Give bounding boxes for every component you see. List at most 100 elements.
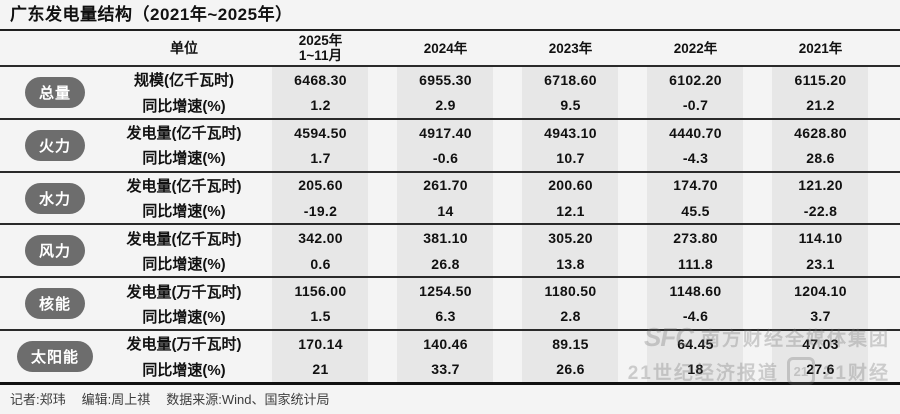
growth-2025: 0.6 <box>310 255 331 272</box>
growth-2023: 9.5 <box>560 97 581 114</box>
value-2023: 4943.10 <box>544 124 597 141</box>
growth-2024: 26.8 <box>431 255 460 272</box>
table-bottom-rule <box>0 382 900 385</box>
metric-label: 发电量(亿千瓦时) <box>126 230 242 248</box>
value-2023: 6718.60 <box>544 71 597 88</box>
value-2022: 1148.60 <box>669 283 722 300</box>
growth-2023: 13.8 <box>556 255 585 272</box>
growth-label: 同比增速(%) <box>142 97 226 115</box>
growth-2023: 26.6 <box>556 361 585 378</box>
footer-editor: 编辑:周上祺 <box>81 391 151 407</box>
table-header-row: 单位 2025年 1~11月 2024年 2023年 2022年 2021年 <box>0 31 900 67</box>
value-2021: 4628.80 <box>794 124 847 141</box>
footer-reporter: 记者:郑玮 <box>10 391 66 407</box>
value-2024: 261.70 <box>423 177 468 194</box>
growth-2021: 28.6 <box>806 149 835 166</box>
table-group-solar: 太阳能 发电量(万千瓦时) 170.14 140.46 89.15 64.45 … <box>0 329 900 382</box>
value-2023: 89.15 <box>552 335 589 352</box>
badge-cell: 太阳能 <box>0 331 110 382</box>
value-2025: 170.14 <box>298 335 343 352</box>
growth-label: 同比增速(%) <box>142 150 226 168</box>
category-badge-thermal: 火力 <box>24 129 85 161</box>
value-2025: 1156.00 <box>294 283 347 300</box>
value-2021: 6115.20 <box>794 71 847 88</box>
growth-2021: 21.2 <box>806 97 835 114</box>
metric-row: 规模(亿千瓦时) 6468.30 6955.30 6718.60 6102.20… <box>110 67 900 92</box>
badge-cell: 火力 <box>0 120 110 171</box>
growth-2024: -0.6 <box>432 149 459 166</box>
category-badge-solar: 太阳能 <box>16 341 93 373</box>
growth-row: 同比增速(%) 21 33.7 26.6 18 27.6 <box>110 357 900 382</box>
metric-row: 发电量(亿千瓦时) 205.60 261.70 200.60 174.70 12… <box>110 173 900 198</box>
year-header-2022: 2022年 <box>673 40 718 56</box>
table-group-nuclear: 核能 发电量(万千瓦时) 1156.00 1254.50 1180.50 114… <box>0 276 900 329</box>
value-2025: 205.60 <box>298 177 343 194</box>
category-badge-hydro: 水力 <box>24 182 85 214</box>
category-badge-total: 总量 <box>24 76 85 108</box>
growth-2023: 12.1 <box>556 202 585 219</box>
value-2024: 4917.40 <box>419 124 472 141</box>
value-2025: 6468.30 <box>294 71 347 88</box>
growth-2021: 3.7 <box>810 308 831 325</box>
badge-cell: 核能 <box>0 278 110 329</box>
value-2022: 273.80 <box>673 230 718 247</box>
metric-label: 发电量(万千瓦时) <box>126 283 242 301</box>
value-2025: 4594.50 <box>294 124 347 141</box>
growth-row: 同比增速(%) 0.6 26.8 13.8 111.8 23.1 <box>110 251 900 276</box>
category-badge-wind: 风力 <box>24 235 85 267</box>
growth-2022: 45.5 <box>681 202 710 219</box>
badge-cell: 总量 <box>0 67 110 118</box>
growth-2024: 2.9 <box>435 97 456 114</box>
growth-label: 同比增速(%) <box>142 308 226 326</box>
growth-2024: 6.3 <box>435 308 456 325</box>
growth-2023: 10.7 <box>556 149 585 166</box>
growth-2022: -4.6 <box>682 308 709 325</box>
growth-row: 同比增速(%) 1.7 -0.6 10.7 -4.3 28.6 <box>110 145 900 170</box>
value-2024: 381.10 <box>423 230 468 247</box>
badge-cell: 水力 <box>0 173 110 224</box>
unit-header: 单位 <box>170 40 198 56</box>
value-2023: 200.60 <box>548 177 593 194</box>
growth-2021: 27.6 <box>806 361 835 378</box>
growth-2025: -19.2 <box>303 202 338 219</box>
table-group-wind: 风力 发电量(亿千瓦时) 342.00 381.10 305.20 273.80… <box>0 223 900 276</box>
growth-row: 同比增速(%) 1.5 6.3 2.8 -4.6 3.7 <box>110 304 900 329</box>
value-2021: 47.03 <box>802 335 839 352</box>
table-group-thermal: 火力 发电量(亿千瓦时) 4594.50 4917.40 4943.10 444… <box>0 117 900 171</box>
growth-label: 同比增速(%) <box>142 203 226 221</box>
category-badge-nuclear: 核能 <box>24 288 85 320</box>
footer-source: 数据来源:Wind、国家统计局 <box>166 391 330 407</box>
growth-2024: 14 <box>437 202 454 219</box>
metric-row: 发电量(亿千瓦时) 4594.50 4917.40 4943.10 4440.7… <box>110 120 900 145</box>
metric-label: 发电量(万千瓦时) <box>126 336 242 354</box>
metric-row: 发电量(万千瓦时) 1156.00 1254.50 1180.50 1148.6… <box>110 278 900 303</box>
value-2022: 4440.70 <box>669 124 722 141</box>
year-header-2025: 2025年 1~11月 <box>298 33 343 63</box>
year-header-2024: 2024年 <box>423 40 468 56</box>
growth-2025: 1.7 <box>310 149 331 166</box>
table-body: 总量 规模(亿千瓦时) 6468.30 6955.30 6718.60 6102… <box>0 67 900 382</box>
value-2024: 6955.30 <box>419 71 472 88</box>
growth-2021: -22.8 <box>803 202 838 219</box>
value-2022: 174.70 <box>673 177 718 194</box>
page-title: 广东发电量结构（2021年~2025年） <box>0 0 900 31</box>
value-2022: 64.45 <box>677 335 714 352</box>
table-group-hydro: 水力 发电量(亿千瓦时) 205.60 261.70 200.60 174.70… <box>0 170 900 224</box>
growth-2022: 111.8 <box>678 255 713 272</box>
badge-cell: 风力 <box>0 225 110 276</box>
year-header-2021: 2021年 <box>798 40 843 56</box>
value-2023: 305.20 <box>548 230 593 247</box>
metric-label: 发电量(亿千瓦时) <box>126 125 242 143</box>
growth-label: 同比增速(%) <box>142 256 226 274</box>
growth-label: 同比增速(%) <box>142 361 226 379</box>
value-2021: 1204.10 <box>794 283 847 300</box>
growth-2022: -4.3 <box>682 149 709 166</box>
value-2024: 1254.50 <box>419 283 472 300</box>
metric-label: 规模(亿千瓦时) <box>134 72 234 90</box>
metric-label: 发电量(亿千瓦时) <box>126 177 242 195</box>
footer-credits: 记者:郑玮 编辑:周上祺 数据来源:Wind、国家统计局 <box>0 385 900 411</box>
value-2024: 140.46 <box>423 335 468 352</box>
growth-row: 同比增速(%) 1.2 2.9 9.5 -0.7 21.2 <box>110 92 900 117</box>
metric-row: 发电量(万千瓦时) 170.14 140.46 89.15 64.45 47.0… <box>110 331 900 356</box>
value-2022: 6102.20 <box>669 71 722 88</box>
